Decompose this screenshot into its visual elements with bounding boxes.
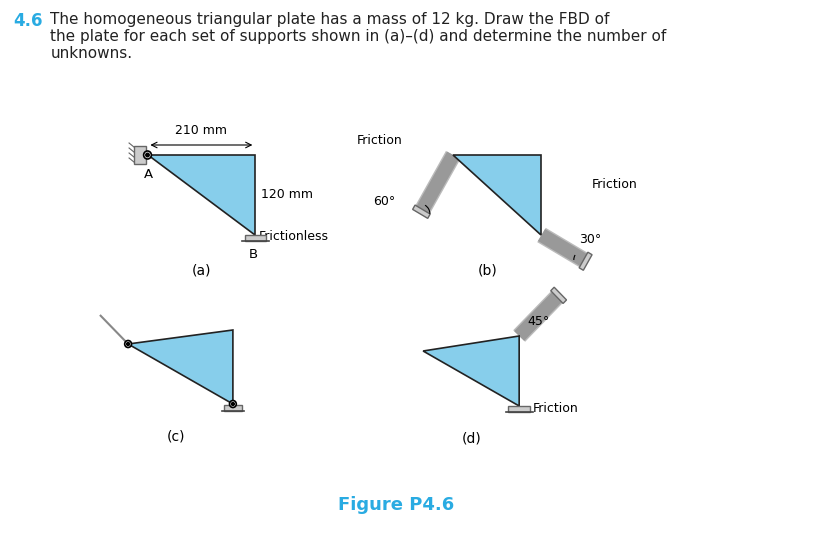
Circle shape <box>232 403 234 405</box>
Text: (b): (b) <box>477 263 498 277</box>
Polygon shape <box>148 155 255 235</box>
Text: 30°: 30° <box>579 233 601 246</box>
Text: Friction: Friction <box>592 178 637 192</box>
Text: the plate for each set of supports shown in (a)–(d) and determine the number of: the plate for each set of supports shown… <box>51 29 667 44</box>
Polygon shape <box>453 155 542 235</box>
Circle shape <box>229 400 237 407</box>
Text: 210 mm: 210 mm <box>175 124 228 137</box>
Text: A: A <box>144 168 153 181</box>
Bar <box>134 146 145 164</box>
Bar <box>224 405 242 411</box>
Polygon shape <box>413 205 430 218</box>
Text: (c): (c) <box>166 429 185 443</box>
Circle shape <box>125 341 131 348</box>
Text: Friction: Friction <box>533 403 579 415</box>
Text: (a): (a) <box>192 263 211 277</box>
Polygon shape <box>579 252 592 270</box>
Circle shape <box>144 151 152 159</box>
Text: Frictionless: Frictionless <box>259 231 329 244</box>
Text: 45°: 45° <box>527 315 549 328</box>
Bar <box>508 406 530 412</box>
Polygon shape <box>551 287 566 303</box>
Text: 120 mm: 120 mm <box>261 189 313 201</box>
Text: The homogeneous triangular plate has a mass of 12 kg. Draw the FBD of: The homogeneous triangular plate has a m… <box>51 12 610 27</box>
Polygon shape <box>424 336 519 406</box>
Text: Figure P4.6: Figure P4.6 <box>338 496 454 514</box>
Circle shape <box>126 342 130 345</box>
Text: Friction: Friction <box>357 134 403 146</box>
Text: (d): (d) <box>461 431 481 445</box>
Circle shape <box>146 153 149 157</box>
Text: unknowns.: unknowns. <box>51 46 132 61</box>
Text: 4.6: 4.6 <box>14 12 43 30</box>
Text: 60°: 60° <box>373 195 395 208</box>
Bar <box>245 235 266 241</box>
Polygon shape <box>128 330 233 404</box>
Text: B: B <box>249 248 258 261</box>
